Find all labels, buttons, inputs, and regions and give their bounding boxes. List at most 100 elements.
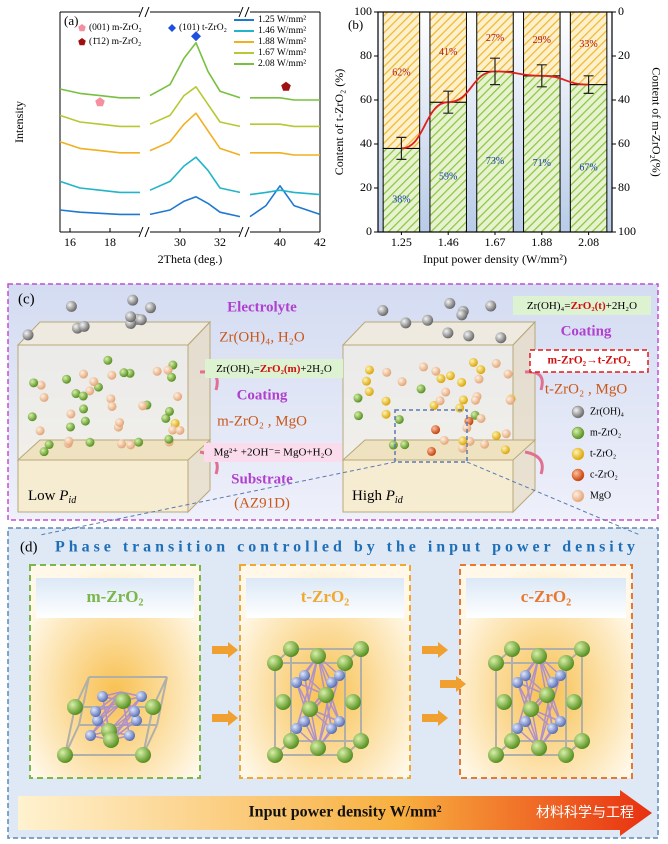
- y2-tick-label: 100: [618, 224, 636, 238]
- particle: [444, 297, 456, 309]
- flow-arrow: [440, 676, 466, 692]
- anion: [326, 677, 337, 688]
- particle: [27, 412, 37, 422]
- xrd-curve: [250, 152, 320, 156]
- cation: [337, 747, 353, 763]
- bar-t-zro2: [476, 70, 514, 233]
- particle: [485, 300, 497, 312]
- x-axis-label: Input power density (W/mm²): [423, 252, 567, 266]
- anion: [92, 715, 103, 726]
- equation: Zr(OH)₄=ZrO₂(m)+2H₂O: [216, 363, 332, 375]
- xrd-curve: [249, 185, 321, 218]
- particle: [400, 440, 410, 450]
- xrd-curve: [149, 42, 241, 99]
- condition-label: High Pid: [352, 488, 404, 506]
- particle: [441, 387, 451, 397]
- flow-arrow: [422, 642, 448, 658]
- equation: Zr(OH)₄=ZrO₂(t)+2H₂O: [527, 300, 637, 312]
- particle: [463, 330, 475, 342]
- particle: [495, 332, 507, 344]
- peak-marker: [191, 31, 201, 42]
- x-axis-label: 2Theta (deg.): [158, 252, 223, 266]
- error-bar: [443, 90, 454, 114]
- anion: [555, 670, 566, 681]
- particle: [85, 437, 95, 447]
- particle: [458, 443, 468, 453]
- anion: [299, 716, 310, 727]
- cell-edge: [64, 706, 76, 756]
- particle: [119, 368, 129, 378]
- trend-line: [401, 70, 589, 150]
- error-bar: [536, 64, 547, 88]
- xrd-curve: [59, 88, 140, 99]
- substrate: [342, 459, 514, 513]
- particle: [64, 436, 74, 446]
- particle: [503, 369, 513, 379]
- particle: [364, 365, 374, 375]
- particle: [500, 445, 510, 455]
- particle: [381, 409, 391, 419]
- particle: [135, 314, 147, 326]
- particle: [435, 396, 445, 406]
- anion: [334, 716, 345, 727]
- peak-marker: [95, 97, 105, 107]
- particle: [145, 302, 157, 314]
- anion: [326, 723, 337, 734]
- x-tick-label: 42: [314, 235, 326, 249]
- legend-label: t-ZrO₂: [590, 448, 616, 459]
- particle: [152, 366, 162, 376]
- panel-label: (d): [20, 539, 38, 555]
- particle: [419, 362, 429, 372]
- xrd-curve: [59, 114, 140, 128]
- phase-label: c-ZrO₂: [521, 587, 571, 606]
- error-bar: [396, 136, 407, 160]
- particle: [164, 434, 174, 444]
- transition-box: [529, 349, 649, 373]
- particle: [442, 327, 454, 339]
- phase-frame: [29, 564, 201, 779]
- value-label: 27%: [486, 33, 504, 44]
- anion: [334, 670, 345, 681]
- equation-bg: [513, 296, 651, 315]
- particle: [400, 317, 412, 329]
- plot-frame: [377, 11, 613, 233]
- equation-part: +2H₂O: [300, 363, 331, 375]
- value-label: 41%: [439, 47, 457, 58]
- y2-axis-label: Content of m-ZrO₂(%): [649, 67, 663, 177]
- condition-label-part: id: [395, 495, 404, 506]
- xrd-curve: [59, 209, 140, 216]
- cation: [504, 641, 520, 657]
- peak-marker: [281, 81, 291, 91]
- cation: [310, 648, 326, 664]
- particle: [431, 425, 441, 435]
- particle: [78, 320, 90, 332]
- xrd-curve: [149, 112, 241, 156]
- equation-bg: [204, 443, 342, 462]
- particle: [388, 440, 398, 450]
- particle: [44, 440, 54, 450]
- bar-t-zro2: [382, 147, 421, 233]
- axis-break: [238, 6, 244, 18]
- particle: [65, 300, 77, 312]
- particle: [117, 439, 127, 449]
- zoom-line: [466, 461, 641, 536]
- phase-label: t-ZrO₂: [301, 587, 350, 606]
- condition-label-part: High: [352, 488, 386, 504]
- particle: [377, 304, 389, 316]
- phase-label: m-ZrO₂: [86, 587, 143, 606]
- legend-label: Zr(OH)₄: [590, 406, 625, 417]
- legend-ball: [571, 468, 585, 482]
- x-tick-label: 16: [64, 235, 76, 249]
- particle: [71, 389, 81, 399]
- y2-tick-label: 0: [618, 4, 624, 18]
- particle: [167, 372, 177, 382]
- zoom-line: [39, 461, 396, 536]
- y-tick-label: 20: [360, 180, 372, 194]
- power-arrow: [18, 790, 652, 836]
- particle: [29, 378, 39, 388]
- legend-label: 1.67 W/mm²: [258, 48, 306, 58]
- bar-t-zro2: [429, 101, 467, 233]
- cation: [57, 747, 73, 763]
- phase-head: [246, 578, 404, 618]
